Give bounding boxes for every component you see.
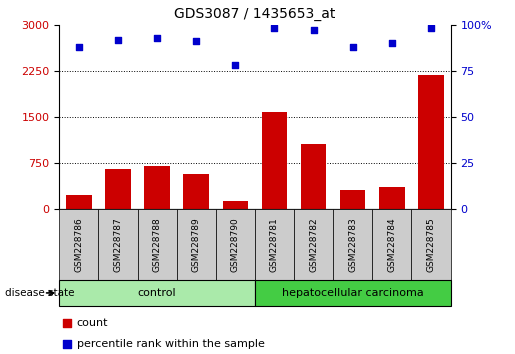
Text: control: control [138,288,176,298]
Point [63,341,71,347]
Point [231,62,239,68]
Bar [138,209,177,280]
Point [63,320,71,325]
Point [153,35,161,40]
Text: GSM228781: GSM228781 [270,217,279,272]
Point [310,28,318,33]
Bar [255,280,451,306]
Bar [255,209,294,280]
Bar [177,209,216,280]
Bar [183,175,209,209]
Bar [105,169,131,209]
Bar [411,209,451,280]
Bar [379,187,405,209]
Bar [418,75,444,209]
Bar [59,280,255,306]
Text: hepatocellular carcinoma: hepatocellular carcinoma [282,288,424,298]
Bar [59,209,98,280]
Text: GSM228787: GSM228787 [113,217,123,272]
Bar [301,144,327,209]
Text: GSM228784: GSM228784 [387,217,397,272]
Text: GSM228790: GSM228790 [231,217,240,272]
Text: GSM228783: GSM228783 [348,217,357,272]
Bar [216,209,255,280]
Bar [98,209,138,280]
Text: GSM228789: GSM228789 [192,217,201,272]
Point [114,37,122,42]
Text: GSM228788: GSM228788 [152,217,162,272]
Bar [66,195,92,209]
Bar [144,166,170,209]
Text: GSM228786: GSM228786 [74,217,83,272]
Text: count: count [77,318,108,328]
Text: GSM228782: GSM228782 [309,217,318,272]
Bar [340,190,366,209]
Title: GDS3087 / 1435653_at: GDS3087 / 1435653_at [174,7,336,21]
Text: disease state: disease state [5,288,75,298]
Bar [222,201,248,209]
Text: GSM228785: GSM228785 [426,217,436,272]
Point [427,25,435,31]
Bar [262,112,287,209]
Text: percentile rank within the sample: percentile rank within the sample [77,339,265,349]
Point [349,44,357,50]
Point [192,39,200,44]
Point [388,40,396,46]
Bar [333,209,372,280]
Bar [372,209,411,280]
Bar [294,209,333,280]
Point [75,44,83,50]
Point [270,25,279,31]
